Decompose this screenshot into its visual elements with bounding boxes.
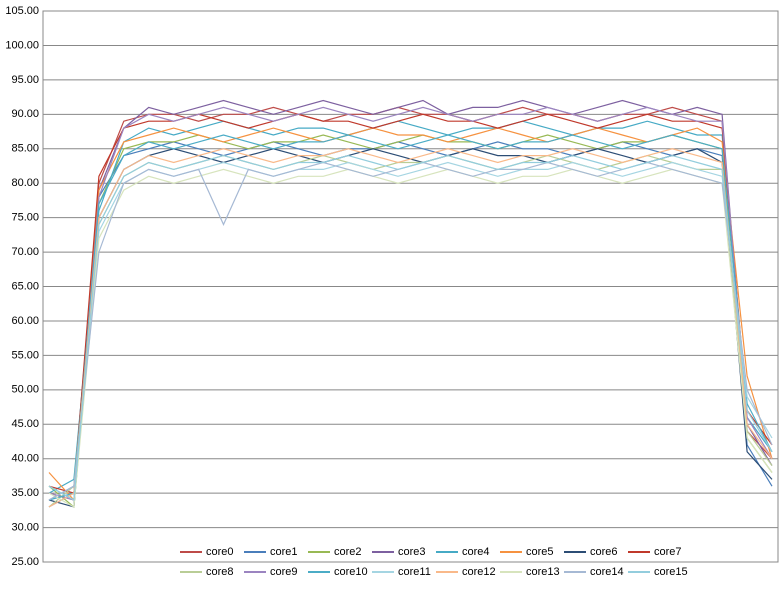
y-tick-label: 70.00 [11,246,39,258]
legend-label: core1 [270,546,298,558]
plot-border [42,10,779,563]
y-tick-label: 100.00 [5,39,39,51]
y-tick-label: 35.00 [11,487,39,499]
legend-label: core11 [398,566,431,578]
y-tick-label: 80.00 [11,177,39,189]
y-tick-label: 45.00 [11,418,39,430]
legend-label: core4 [462,546,490,558]
y-tick-label: 50.00 [11,384,39,396]
legend-label: core9 [270,566,298,578]
legend-label: core3 [398,546,426,558]
legend-label: core7 [654,546,682,558]
legend-label: core8 [206,566,234,578]
series-line [48,106,773,501]
y-tick-label: 25.00 [11,556,39,568]
y-tick-label: 75.00 [11,212,39,224]
legend-label: core10 [334,566,368,578]
series-line [48,154,773,501]
legend-label: core12 [462,566,496,578]
series-line [48,134,773,501]
y-tick-label: 85.00 [11,143,39,155]
legend-label: core6 [590,546,618,558]
y-tick-label: 65.00 [11,280,39,292]
y-tick-label: 40.00 [11,453,39,465]
series-line [48,120,773,494]
series-line [48,113,773,494]
legend-label: core0 [206,546,234,558]
series-line [48,168,773,508]
legend-label: core2 [334,546,362,558]
y-tick-label: 95.00 [11,74,39,86]
y-tick-label: 30.00 [11,521,39,533]
legend-label: core5 [526,546,554,558]
y-tick-label: 60.00 [11,315,39,327]
legend-label: core14 [590,566,624,578]
y-tick-label: 55.00 [11,349,39,361]
y-tick-label: 105.00 [5,5,39,17]
legend-label: core13 [526,566,560,578]
y-tick-label: 90.00 [11,108,39,120]
series-line [48,148,773,508]
legend-label: core15 [654,566,688,578]
